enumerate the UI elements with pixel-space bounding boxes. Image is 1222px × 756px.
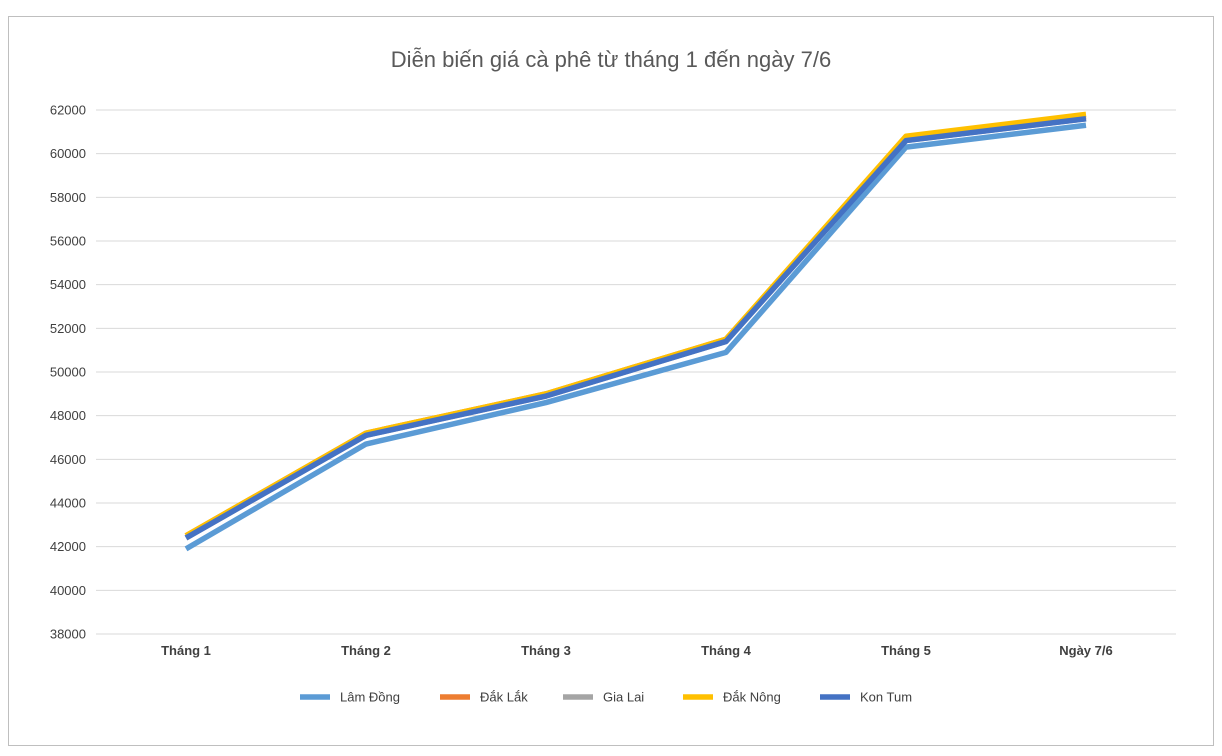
series-line-4 <box>184 116 1087 541</box>
x-tick-label: Ngày 7/6 <box>1059 643 1112 658</box>
y-tick-label: 50000 <box>50 365 86 380</box>
x-tick-label: Tháng 3 <box>521 643 571 658</box>
chart-title: Diễn biến giá cà phê từ tháng 1 đến ngày… <box>390 47 832 72</box>
x-axis-ticks: Tháng 1 Tháng 2 Tháng 3 Tháng 4 Tháng 5 Ngày … <box>161 643 1113 658</box>
legend-label: Kon Tum <box>860 690 912 705</box>
legend: Lâm Đồng Đắk Lắk Gia Lai Đắk Nông Kon Tum <box>300 690 912 705</box>
x-tick-label: Tháng 4 <box>701 643 752 658</box>
y-tick-label: 62000 <box>50 103 86 118</box>
y-tick-label: 56000 <box>50 234 86 249</box>
y-tick-label: 60000 <box>50 146 86 161</box>
series-lines <box>184 111 1087 552</box>
x-tick-label: Tháng 5 <box>881 643 931 658</box>
y-tick-label: 46000 <box>50 452 86 467</box>
legend-label: Đắk Lắk <box>480 690 528 705</box>
y-tick-label: 54000 <box>50 277 86 292</box>
y-tick-label: 38000 <box>50 627 86 642</box>
x-tick-label: Tháng 1 <box>161 643 211 658</box>
y-tick-label: 58000 <box>50 190 86 205</box>
legend-label: Lâm Đồng <box>340 690 400 705</box>
y-axis-ticks: 38000 40000 42000 44000 46000 48000 50000 52000… <box>50 103 86 642</box>
y-tick-label: 52000 <box>50 321 86 336</box>
y-tick-label: 44000 <box>50 496 86 511</box>
legend-label: Đắk Nông <box>723 690 781 705</box>
y-tick-label: 40000 <box>50 583 86 598</box>
x-tick-label: Tháng 2 <box>341 643 391 658</box>
chart-frame: Diễn biến giá cà phê từ tháng 1 đến ngày… <box>8 16 1214 746</box>
y-tick-label: 48000 <box>50 408 86 423</box>
gridlines <box>96 109 1176 635</box>
y-tick-label: 42000 <box>50 539 86 554</box>
legend-label: Gia Lai <box>603 690 644 705</box>
series-line-0 <box>184 122 1087 552</box>
